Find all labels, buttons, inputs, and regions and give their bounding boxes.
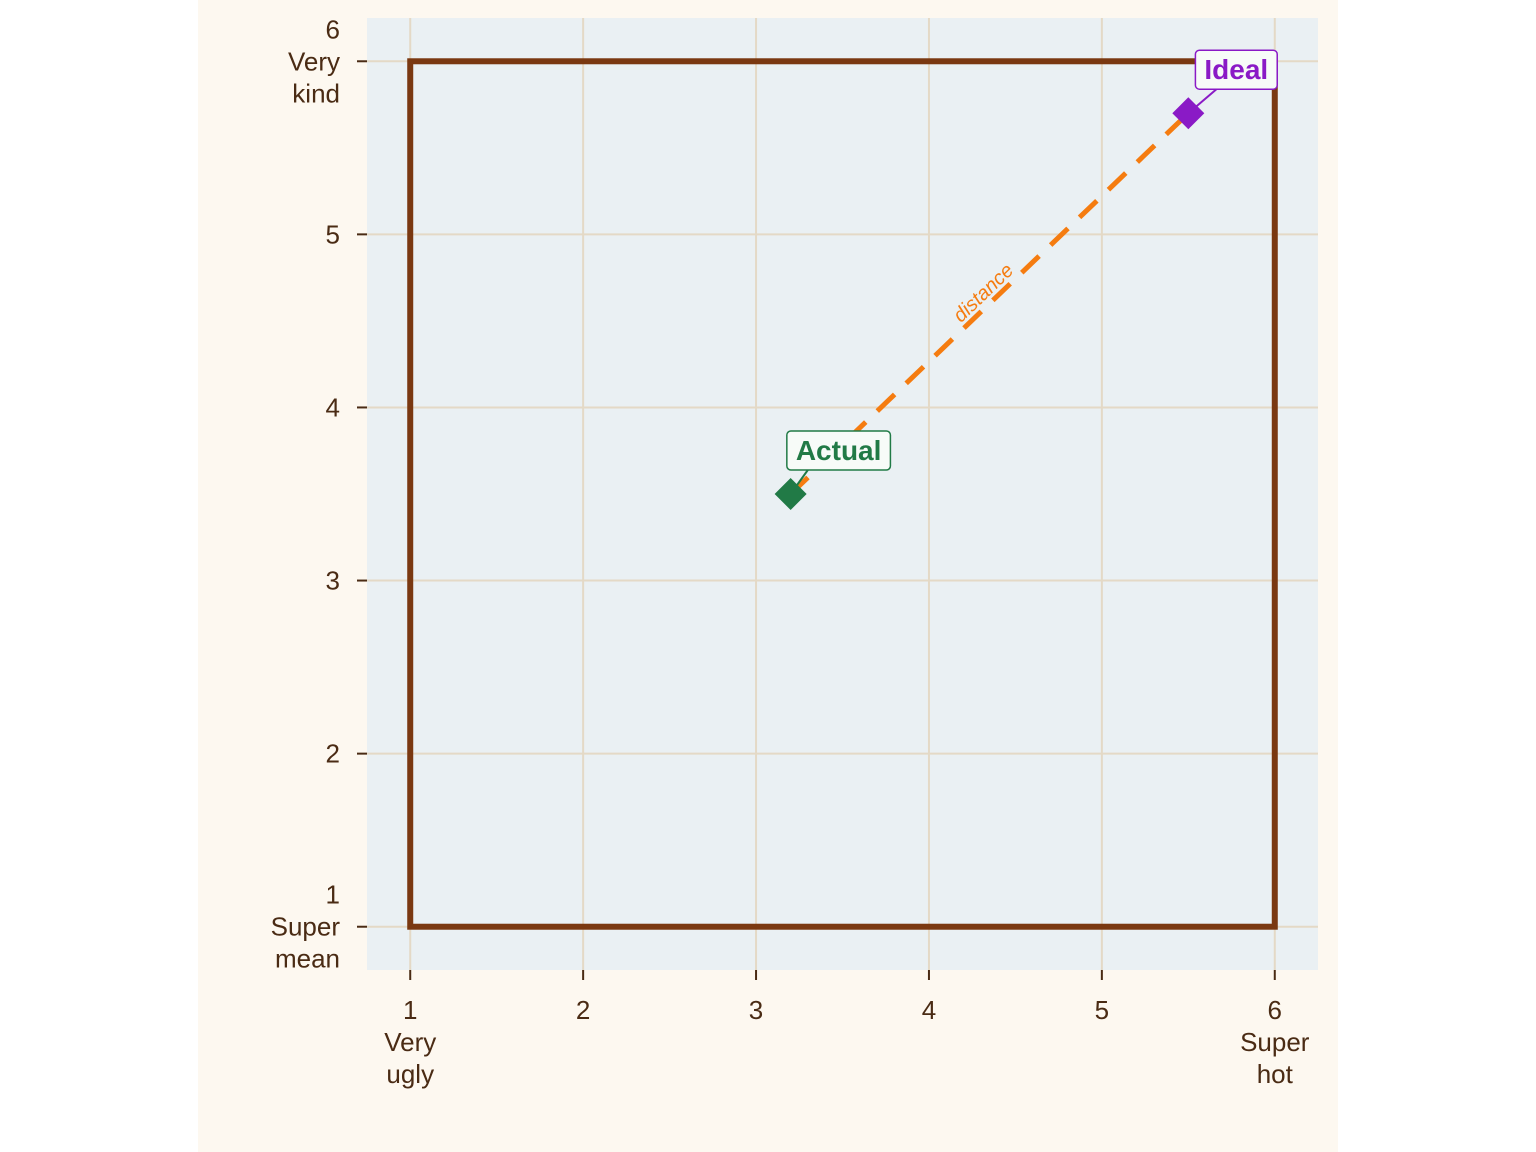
y-tick-label: 3 [326,566,340,596]
y-tick-label: 6 Very kind [288,14,340,108]
point [774,478,807,510]
point [1172,97,1205,130]
panel [367,18,1318,970]
x-tick-label: 4 [922,995,936,1025]
grid [367,18,1318,970]
x-tick-label: 1 Very ugly [384,995,436,1089]
axes: 1 Very ugly 2 3 4 5 6 Super hot 1 Super mean 2 3 4 5 6 Ver… [271,14,1310,1089]
y-tick-label: 4 [326,392,340,422]
x-tick-label: 3 [749,995,763,1025]
x-tick-label: 6 Super hot [1240,995,1310,1089]
x-tick-label: 5 [1095,995,1109,1025]
boundary [407,58,1278,930]
y-tick-label: 5 [326,219,340,249]
point-label: Actual [786,430,892,471]
point-label-box [786,430,892,471]
point-label: Ideal [1194,49,1278,90]
point-label-text: Ideal [1204,54,1268,85]
y-tick-label: 2 [326,739,340,769]
y-tick-label: 1 Super mean [271,880,341,974]
point-label-box [1194,49,1278,90]
x-tick-label: 2 [576,995,590,1025]
point-label-text: Actual [796,435,882,466]
